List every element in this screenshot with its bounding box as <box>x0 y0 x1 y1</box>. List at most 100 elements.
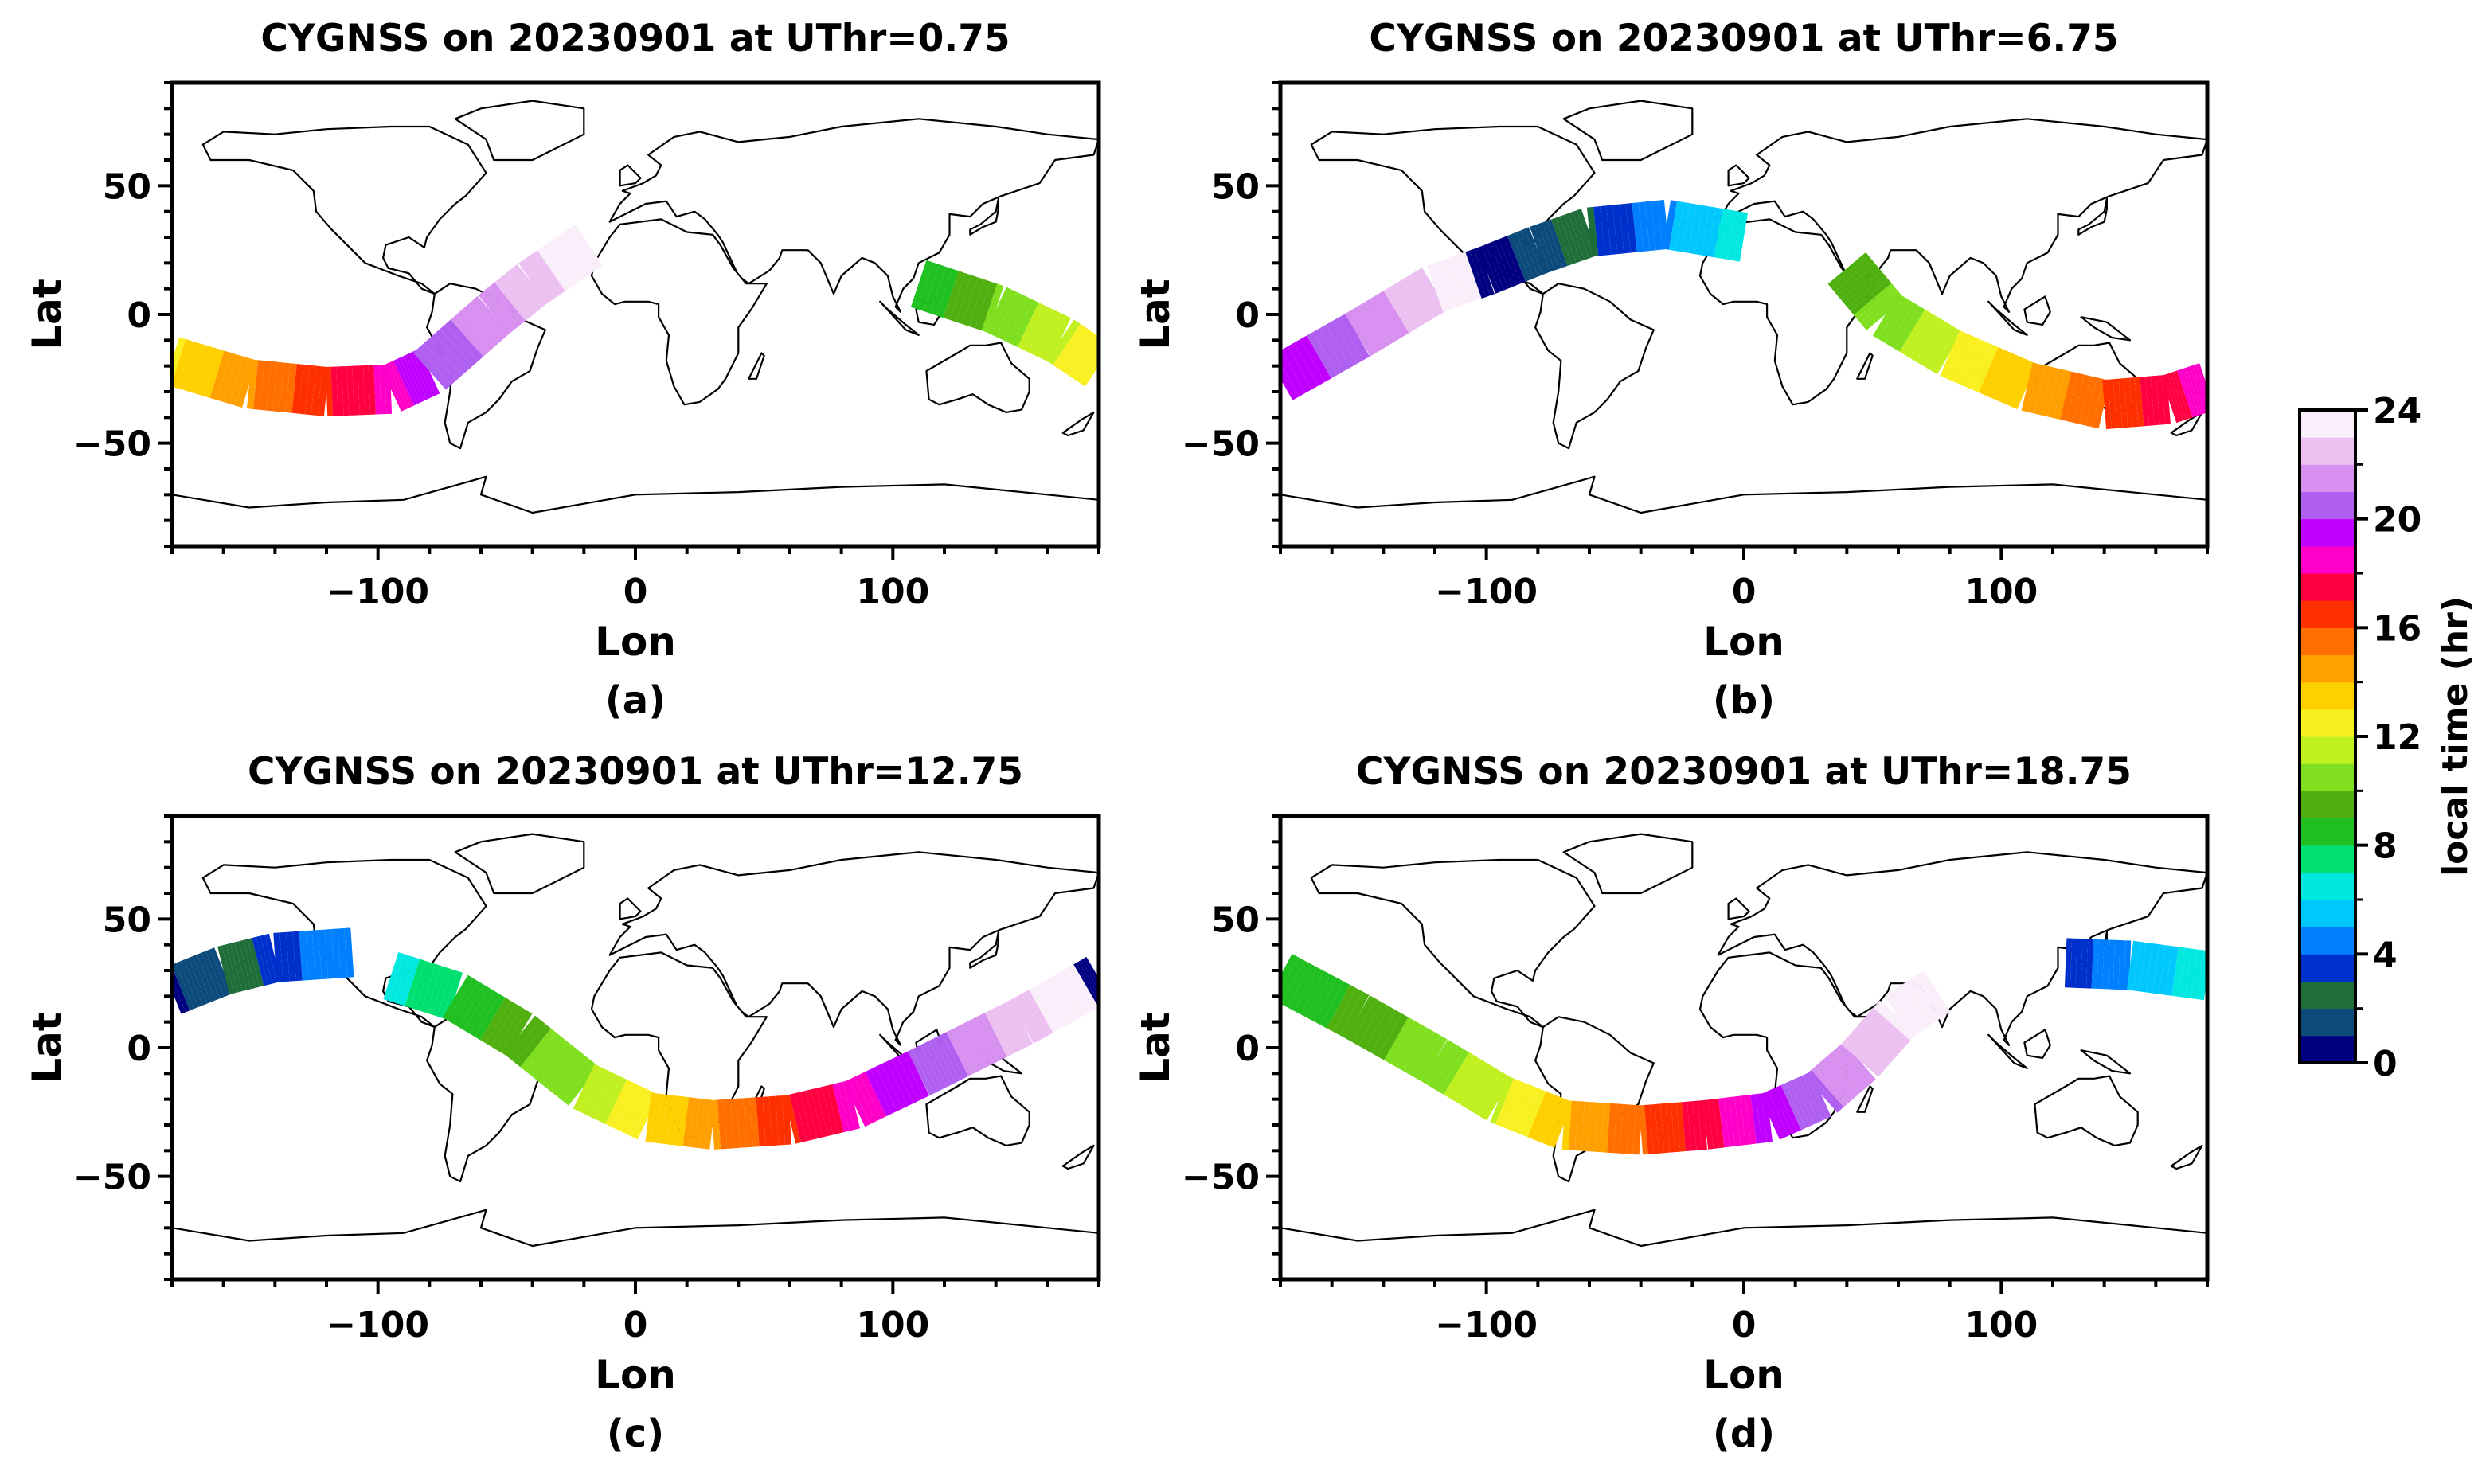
track-point <box>902 1051 930 1099</box>
track-point <box>1280 957 1305 1005</box>
track-point <box>666 1095 678 1146</box>
track-point <box>1802 1073 1827 1121</box>
track-point <box>875 1064 903 1111</box>
track-point <box>1490 240 1513 289</box>
x-axis-label: Lon <box>1703 1352 1784 1398</box>
track-point <box>1474 247 1495 296</box>
track-point <box>1620 1103 1630 1154</box>
track-point <box>1371 1010 1402 1057</box>
chart-title: CYGNSS on 20230901 at UThr=6.75 <box>1369 17 2118 61</box>
track-point <box>197 346 218 396</box>
coastline <box>1698 218 1876 406</box>
track-point <box>1287 342 1319 390</box>
track-point <box>403 354 428 401</box>
track-point <box>1313 978 1344 1025</box>
track-point <box>924 1041 952 1088</box>
track-point <box>1713 1098 1725 1149</box>
track-point <box>1300 335 1331 382</box>
track-point <box>299 931 309 981</box>
coastline <box>1534 283 1655 450</box>
track-point <box>1078 352 1099 385</box>
colorbar-cell <box>2300 654 2355 683</box>
track-point <box>1070 964 1099 1009</box>
track-point <box>2150 375 2160 426</box>
track-point <box>1495 1078 1519 1127</box>
track-point <box>842 1080 861 1130</box>
track-point <box>424 338 463 381</box>
colorbar-cell <box>2300 872 2355 900</box>
track-point <box>1029 987 1057 1033</box>
track-point <box>479 998 511 1044</box>
track-point <box>1320 981 1350 1029</box>
track-point <box>838 1081 855 1131</box>
colorbar-tick-label: 20 <box>2373 500 2421 541</box>
y-tick-label: 0 <box>1235 295 1260 336</box>
track-point <box>2128 377 2139 428</box>
track-point <box>1403 1028 1435 1075</box>
coastline <box>2170 411 2203 437</box>
track-point <box>324 929 335 979</box>
track-point <box>1021 991 1049 1037</box>
track-point <box>1378 1013 1409 1060</box>
coastline <box>2080 1049 2132 1075</box>
track-point <box>993 1006 1020 1053</box>
colorbar-cell <box>2300 954 2355 982</box>
track-point <box>570 225 604 269</box>
colorbar-cell <box>2300 763 2355 791</box>
track-point <box>1694 205 1710 256</box>
track-point <box>180 959 203 1008</box>
track-point <box>286 931 296 982</box>
track-point <box>1427 1042 1459 1088</box>
track-point <box>2126 940 2140 991</box>
track-point <box>442 974 474 1021</box>
track-point <box>2176 369 2196 418</box>
colorbar-cell <box>2300 545 2355 574</box>
track-point <box>1733 212 1749 262</box>
coastline <box>1856 1085 1874 1113</box>
track-point <box>1075 345 1099 383</box>
track-point <box>1006 297 1034 345</box>
track-point <box>1827 252 1870 288</box>
track-point <box>1926 325 1957 372</box>
track-point <box>2011 361 2037 409</box>
track-point <box>2092 379 2110 429</box>
track-point <box>317 366 330 416</box>
track-point <box>1055 973 1084 1018</box>
track-point <box>1551 217 1572 266</box>
map-panel-a: −50 0 50 −100 0 100 CYGNSS on 20230901 at UThr… <box>24 17 1101 723</box>
colorbar-cell <box>2300 900 2355 928</box>
track-point <box>1022 305 1049 353</box>
coastline <box>454 833 585 895</box>
track-point <box>985 287 1012 334</box>
track-point <box>2167 373 2187 421</box>
track-point <box>1863 1015 1905 1052</box>
track-point <box>1454 1058 1486 1105</box>
track-point <box>1470 1068 1502 1115</box>
track-point <box>1905 312 1936 358</box>
track-point <box>184 958 207 1006</box>
y-axis-label: Lat <box>24 1012 70 1084</box>
track-point <box>924 264 946 314</box>
track-point <box>1651 200 1663 251</box>
track-point <box>1506 1082 1530 1131</box>
track-point <box>704 1099 716 1150</box>
coastline <box>1562 833 1694 895</box>
track-point <box>429 334 467 376</box>
track-point <box>1811 1067 1847 1107</box>
track-point <box>1503 236 1526 283</box>
track-point <box>234 941 252 990</box>
track-point <box>789 1093 807 1143</box>
coastline <box>201 125 487 295</box>
track-point <box>928 1038 956 1085</box>
track-point <box>285 363 297 413</box>
track-point <box>491 282 526 324</box>
colorbar-label: local time (hr) <box>2435 596 2476 877</box>
track-point <box>2145 376 2155 426</box>
panel-caption: (c) <box>607 1412 664 1456</box>
track-point <box>1522 1089 1546 1138</box>
track-point <box>491 1004 522 1050</box>
track-point <box>1904 981 1935 1025</box>
track-point <box>1814 1064 1851 1105</box>
track-point <box>412 350 437 396</box>
track-point <box>2021 362 2039 412</box>
